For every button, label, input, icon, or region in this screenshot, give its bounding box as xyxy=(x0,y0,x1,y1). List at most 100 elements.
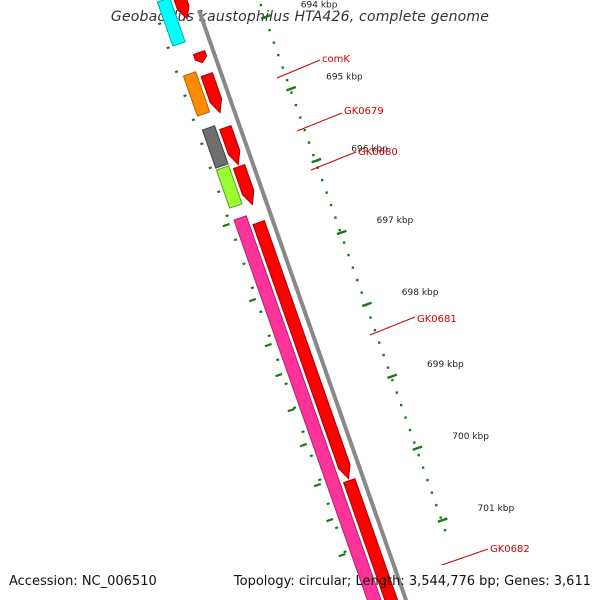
strand-dot xyxy=(275,358,280,362)
ruler-tick-label: 700 kbp xyxy=(452,432,489,442)
ruler-tick-label: 701 kbp xyxy=(478,504,515,514)
strand-dot xyxy=(225,214,229,218)
cds-arrow-top xyxy=(173,0,190,20)
strand-dot xyxy=(166,46,170,50)
gene-label: GK0679 xyxy=(344,106,384,117)
ruler-dot xyxy=(303,128,306,132)
ruler-dot xyxy=(400,403,403,407)
ruler-dot xyxy=(378,341,381,344)
ruler-dot xyxy=(373,328,377,332)
ruler-dot xyxy=(325,191,328,194)
ruler-major-tick xyxy=(336,229,347,236)
gk0679-gene xyxy=(201,125,229,169)
ruler-dot xyxy=(299,116,302,119)
ruler-dot xyxy=(351,266,355,269)
track-dash xyxy=(299,442,308,448)
strand-dot xyxy=(157,22,162,26)
ruler-dot xyxy=(430,491,434,494)
strand-dot xyxy=(309,454,314,458)
ruler-dot xyxy=(386,366,390,369)
strand-dot xyxy=(326,502,331,506)
ruler-dot xyxy=(413,441,416,444)
strand-dot xyxy=(208,166,213,170)
ruler-dot xyxy=(404,416,407,419)
strand-dot xyxy=(183,94,187,98)
ruler-dot xyxy=(268,28,271,32)
cds-arrow-long xyxy=(252,219,351,480)
strand-dot xyxy=(318,478,322,482)
strand-dot xyxy=(250,286,255,290)
gk0680-gene xyxy=(215,165,243,209)
ruler-dot xyxy=(391,378,394,382)
track-dash xyxy=(264,342,272,348)
ruler-major-tick xyxy=(437,517,448,523)
ruler-tick-label: 699 kbp xyxy=(427,360,464,370)
ruler-dot xyxy=(329,203,333,207)
ruler-dot xyxy=(382,353,385,357)
ruler-major-tick xyxy=(311,157,322,164)
ruler-tick-label: 698 kbp xyxy=(402,288,439,298)
strand-dot xyxy=(343,550,347,554)
cds-arrow-mid-1 xyxy=(219,124,241,166)
gene-label-pointer xyxy=(276,59,321,79)
comk-gene xyxy=(182,71,211,117)
gene-label-pointer xyxy=(441,548,489,566)
gene-label: GK0681 xyxy=(417,314,457,325)
cds-block-bottom xyxy=(342,477,399,600)
ruler-major-tick xyxy=(387,373,398,380)
ruler-dot xyxy=(395,391,398,394)
map-title: Geobacillus kaustophilus HTA426, complet… xyxy=(110,9,490,25)
ruler-major-tick xyxy=(361,301,372,308)
ruler-dot xyxy=(408,428,412,432)
ruler-dot xyxy=(360,291,363,294)
ruler-tick-label: 695 kbp xyxy=(326,72,363,82)
track-dash xyxy=(287,407,295,413)
strand-dot xyxy=(259,310,263,314)
ruler-dot xyxy=(356,278,359,282)
cds-arrow-comk-partner xyxy=(200,71,223,114)
ruler-dot xyxy=(321,178,324,182)
ruler-dot xyxy=(334,216,337,219)
genome-stats-text: Topology: circular; Length: 3,544,776 bp… xyxy=(233,574,591,589)
strand-dot xyxy=(301,430,305,434)
strand-dot xyxy=(242,262,246,266)
strand-dot xyxy=(284,382,288,386)
gene-label: GK0682 xyxy=(490,544,530,555)
cds-arrow-mid-2 xyxy=(232,163,255,206)
track-dash xyxy=(275,372,283,378)
ruler-dot xyxy=(443,528,447,532)
ruler-major-tick xyxy=(286,85,297,92)
ruler-major-tick xyxy=(412,445,423,451)
gene-label: comK xyxy=(322,54,350,65)
track-dash xyxy=(326,517,334,523)
ruler-dot xyxy=(312,153,315,157)
ruler-dot xyxy=(272,41,276,44)
strand-dot xyxy=(233,238,238,242)
ruler-dot xyxy=(347,253,350,257)
strand-dot xyxy=(334,526,339,530)
ruler-dot xyxy=(342,241,346,244)
cds-arrow-small xyxy=(192,49,208,64)
strand-dot xyxy=(191,118,196,122)
ruler-dot xyxy=(259,3,262,7)
ruler-dot xyxy=(285,78,289,82)
strand-dot xyxy=(200,142,204,146)
ruler-dot xyxy=(307,141,311,144)
strand-dot xyxy=(216,190,221,194)
ruler-major-tick xyxy=(260,14,272,20)
ruler-dot xyxy=(417,453,420,457)
ruler-dot xyxy=(369,316,372,319)
ruler-tick-label: 697 kbp xyxy=(377,216,414,226)
track-dash xyxy=(338,552,346,558)
ruler-dot xyxy=(294,103,298,107)
ruler-dot xyxy=(281,66,284,69)
ruler-dot xyxy=(277,53,280,57)
accession-text: Accession: NC_006510 xyxy=(9,574,157,589)
genome-backbone xyxy=(197,9,409,600)
ruler-dot xyxy=(439,516,442,519)
strand-dot xyxy=(267,334,272,338)
ruler-dot xyxy=(435,503,438,507)
ruler-dot xyxy=(426,478,429,482)
